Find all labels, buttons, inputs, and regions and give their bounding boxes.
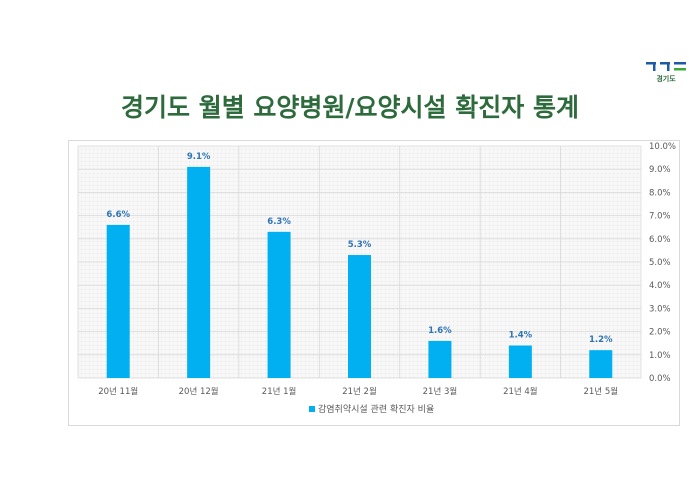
- y-tick-label: 0.0%: [649, 374, 671, 384]
- bar: [348, 255, 371, 378]
- legend-label: 감염취약시설 관련 확진자 비율: [318, 403, 434, 415]
- data-label: 1.6%: [428, 326, 452, 336]
- data-label: 1.4%: [509, 331, 533, 341]
- y-tick-label: 8.0%: [649, 188, 671, 198]
- gyeonggi-logo: 경기도: [643, 60, 689, 90]
- x-tick-label: 21년 1월: [262, 386, 297, 397]
- data-label: 5.3%: [348, 240, 372, 250]
- bar-chart: 6.6%9.1%6.3%5.3%1.6% 1.4% 1.2% 20년 11월 20년 …: [77, 142, 676, 415]
- y-tick-label: 6.0%: [649, 235, 671, 245]
- bar: [187, 166, 211, 378]
- chart-container: 6.6% 9.1% 6.3% 5.3% 1.6% 1.4% 1.2% 20년 11월 20년 …: [68, 140, 680, 426]
- y-tick-label: 2.0%: [649, 328, 671, 338]
- y-tick-label: 1.0%: [649, 351, 671, 361]
- legend: 감염취약시설 관련 확진자 비율: [309, 403, 434, 415]
- logo-text: 경기도: [656, 75, 676, 83]
- legend-swatch: [309, 406, 315, 412]
- y-tick-label: 3.0%: [649, 304, 671, 314]
- logo-mark-icon: [646, 62, 686, 71]
- x-tick-label: 21년 4월: [503, 386, 538, 397]
- bar: [508, 345, 532, 378]
- y-tick-label: 7.0%: [649, 212, 671, 222]
- data-label: 6.3%: [267, 217, 291, 227]
- bars-group: [106, 166, 613, 378]
- y-tick-label: 9.0%: [649, 165, 671, 175]
- bar: [589, 350, 613, 378]
- data-label: 6.6%: [106, 210, 130, 220]
- bar: [267, 231, 291, 378]
- data-label: 1.2%: [589, 335, 613, 345]
- y-tick-label: 5.0%: [649, 258, 671, 268]
- page-title: 경기도 월별 요양병원/요양시설 확진자 통계: [121, 93, 579, 122]
- bar: [428, 340, 452, 378]
- data-label: 9.1%: [187, 152, 211, 162]
- bar: [106, 224, 130, 378]
- y-axis-ticks: 0.0% 1.0% 2.0% 3.0% 4.0% 5.0% 6.0% 7.0% 8.0% 9.0%…: [649, 142, 676, 384]
- x-tick-label: 21년 3월: [423, 386, 458, 397]
- x-tick-label: 21년 5월: [583, 386, 618, 397]
- x-tick-label: 20년 12월: [179, 386, 219, 397]
- x-tick-label: 21년 2월: [342, 386, 377, 397]
- y-tick-label: 10.0%: [649, 142, 676, 152]
- data-labels-group: 6.6% 9.1% 6.3% 5.3% 1.6% 1.4% 1.2%: [106, 152, 613, 345]
- x-tick-label: 20년 11월: [98, 386, 138, 397]
- x-axis-labels: 20년 11월 20년 12월 21년 1월 21년 2월 21년 3월 21년 4월 21…: [98, 386, 618, 397]
- y-tick-label: 4.0%: [649, 281, 671, 291]
